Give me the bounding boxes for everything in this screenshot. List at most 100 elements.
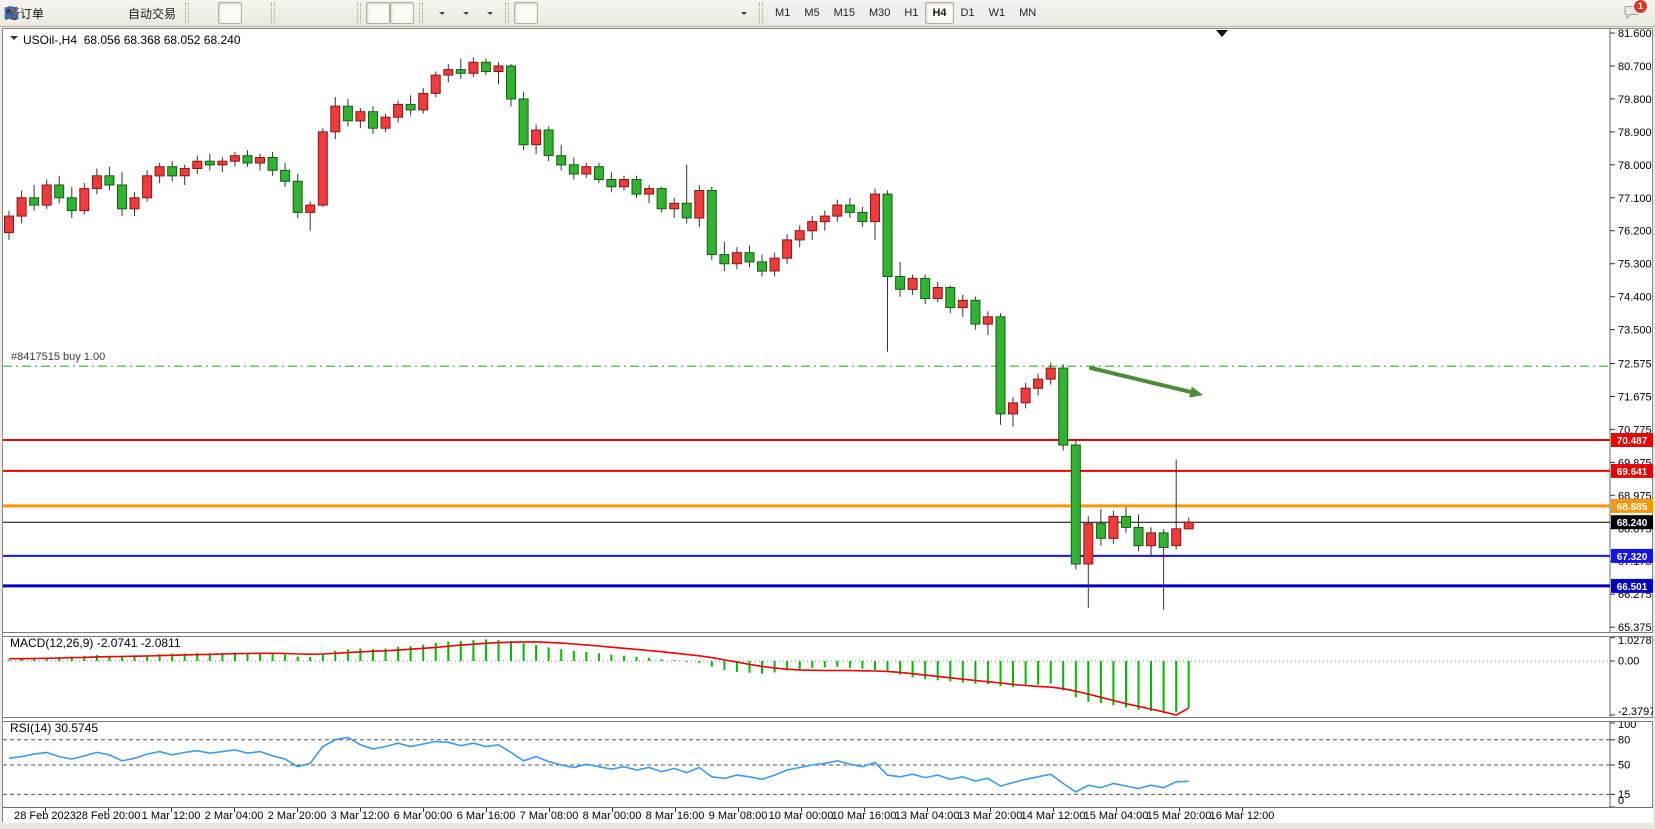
time-tick <box>360 808 361 812</box>
rsi-line[interactable] <box>8 736 1189 793</box>
data-window-button[interactable] <box>4 2 96 24</box>
time-tick <box>1179 808 1180 812</box>
auto-scroll-button[interactable] <box>5 2 391 24</box>
down-trend-arrow[interactable] <box>1089 366 1203 398</box>
time-tick <box>1116 808 1117 812</box>
zoom-out-button[interactable] <box>4 2 328 24</box>
market-watch-button[interactable] <box>3 2 72 24</box>
toolbar-grip <box>759 3 764 23</box>
svg-text:72.575: 72.575 <box>1618 359 1652 371</box>
time-label: 1 Mar 12:00 <box>141 810 201 822</box>
autotrading-label: 自动交易 <box>128 6 177 21</box>
candlestick-chart-button[interactable] <box>5 2 243 24</box>
timeframe-d1-button[interactable]: D1 <box>953 2 982 24</box>
text-button[interactable]: A <box>7 2 706 24</box>
time-tick <box>549 808 550 812</box>
dropdown-caret <box>462 12 469 18</box>
buy-trade-line[interactable]: #8417515 buy 1.00 <box>3 351 1610 367</box>
svg-text:70.487: 70.487 <box>1617 436 1648 447</box>
time-label: 13 Mar 20:00 <box>957 810 1023 822</box>
timeframe-m5-button[interactable]: M5 <box>797 2 827 24</box>
toolbar-grip <box>271 3 276 23</box>
pane-separator[interactable] <box>3 717 1653 722</box>
horizontal-line-button[interactable] <box>5 2 610 24</box>
timeframe-m30-button[interactable]: M30 <box>862 2 898 24</box>
notifications-button[interactable]: 1 <box>1619 0 1648 24</box>
time-tick <box>675 808 676 812</box>
equidistant-channel-button[interactable]: E <box>4 2 658 24</box>
svg-text:77.100: 77.100 <box>1618 193 1652 205</box>
time-tick <box>1242 808 1243 812</box>
fibonacci-button[interactable]: F <box>5 2 682 24</box>
timeframe-mn-button[interactable]: MN <box>1012 2 1044 24</box>
zoom-in-button[interactable] <box>4 2 304 24</box>
dropdown-caret <box>740 12 747 18</box>
macd-indicator-pane[interactable]: 1.0278 0.00 -2.3797 <box>3 635 1653 718</box>
macd-axis[interactable]: 1.0278 0.00 -2.3797 <box>1610 635 1653 718</box>
chart-shift-marker[interactable] <box>1216 30 1228 37</box>
time-label: 2 Mar 20:00 <box>267 810 327 822</box>
time-tick <box>990 808 991 812</box>
time-label: 8 Mar 16:00 <box>645 810 705 822</box>
time-tick <box>45 808 46 812</box>
time-tick <box>423 808 424 812</box>
templates-button[interactable] <box>4 2 500 24</box>
text-label-button[interactable]: T <box>4 2 730 24</box>
macd-histogram[interactable] <box>8 639 1190 714</box>
macd-title: MACD(12,26,9) -2.0741 -2.0811 <box>10 636 181 650</box>
arrows-button[interactable] <box>5 2 754 24</box>
vertical-line-button[interactable] <box>10 2 586 24</box>
dropdown-caret <box>438 12 445 18</box>
trendline-button[interactable] <box>5 2 634 24</box>
candles[interactable] <box>4 57 1194 610</box>
chart-shift-button[interactable] <box>5 2 415 24</box>
timeframe-w1-button[interactable]: W1 <box>981 2 1013 24</box>
svg-text:100: 100 <box>1618 720 1636 731</box>
chart-title: USOil-,H4 68.056 68.368 68.052 68.240 <box>10 33 241 47</box>
svg-text:81.600: 81.600 <box>1618 28 1652 40</box>
svg-text:78.900: 78.900 <box>1618 127 1652 139</box>
horizontal-level-lines[interactable] <box>3 439 1610 588</box>
price-axis[interactable]: 81.600 80.700 79.800 78.900 78.000 77.100 76.2… <box>1609 28 1652 632</box>
search-button[interactable] <box>5 2 1619 24</box>
pane-separator[interactable] <box>3 632 1653 637</box>
rsi-level-lines <box>3 739 1610 795</box>
autotrading-button[interactable]: 自动交易 <box>5 2 180 24</box>
macd-signal-line[interactable] <box>9 641 1190 716</box>
svg-text:68.685: 68.685 <box>1617 502 1648 513</box>
time-label: 28 Feb 20:00 <box>75 810 141 822</box>
time-label: 9 Mar 08:00 <box>708 810 768 822</box>
dropdown-caret <box>486 12 493 18</box>
sound-button[interactable] <box>4 2 120 24</box>
time-tick <box>612 808 613 812</box>
timeframe-m1-button[interactable]: M1 <box>768 2 798 24</box>
svg-text:65.375: 65.375 <box>1618 622 1652 632</box>
time-tick <box>738 808 739 812</box>
svg-text:73.500: 73.500 <box>1618 325 1652 337</box>
timeframe-h1-button[interactable]: H1 <box>897 2 926 24</box>
rsi-indicator-pane[interactable]: 100 80 50 150 <box>3 720 1653 808</box>
cursor-button[interactable] <box>7 2 539 24</box>
svg-text:0: 0 <box>1618 795 1624 807</box>
svg-text:#8417515 buy 1.00: #8417515 buy 1.00 <box>11 351 105 363</box>
notification-badge: 1 <box>1633 0 1648 14</box>
svg-text:0.00: 0.00 <box>1618 656 1639 668</box>
time-label: 7 Mar 08:00 <box>519 810 579 822</box>
periods-button[interactable] <box>4 2 476 24</box>
svg-text:-2.3797: -2.3797 <box>1618 706 1653 718</box>
line-chart-button[interactable] <box>4 2 266 24</box>
bar-chart-button[interactable] <box>5 2 218 24</box>
time-axis[interactable]: 28 Feb 2023 28 Feb 20:00 1 Mar 12:00 2 Mar … <box>3 807 1653 823</box>
crosshair-button[interactable] <box>5 2 562 24</box>
main-price-chart[interactable]: 81.600 80.700 79.800 78.900 78.000 77.100 76.2… <box>3 28 1653 632</box>
time-label: 10 Mar 00:00 <box>768 810 834 822</box>
toolbar-grip <box>505 3 510 23</box>
svg-text:75.300: 75.300 <box>1618 259 1652 271</box>
text-label-icon: T <box>4 7 18 19</box>
tile-windows-button[interactable] <box>4 2 352 24</box>
time-label: 28 Feb 2023 <box>14 810 76 822</box>
timeframe-m15-button[interactable]: M15 <box>826 2 862 24</box>
rsi-axis[interactable]: 100 80 50 150 <box>1610 720 1636 808</box>
indicators-button[interactable] <box>4 2 452 24</box>
timeframe-h4-button[interactable]: H4 <box>925 2 954 24</box>
